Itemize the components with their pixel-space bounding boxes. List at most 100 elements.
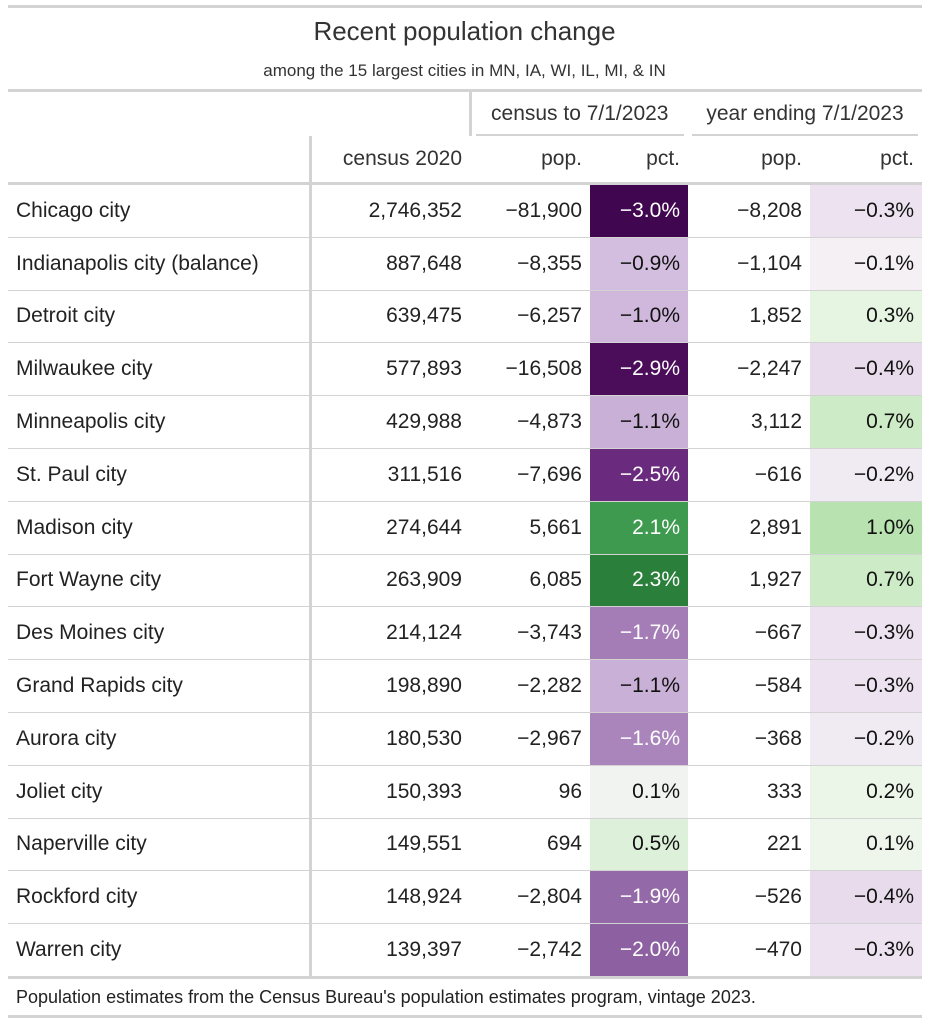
table-row: Chicago city 2,746,352 −81,900 −3.0% −8,208−… <box>8 183 923 238</box>
cell: 263,909 <box>310 553 470 607</box>
cell: −0.9% <box>590 236 688 291</box>
cell: −4,873 <box>470 395 590 449</box>
cell: −3,743 <box>470 606 590 660</box>
city-name: Fort Wayne city <box>8 553 312 607</box>
cell: 0.7% <box>810 553 923 607</box>
cell: 0.7% <box>810 395 923 449</box>
cell: 274,644 <box>310 500 470 555</box>
cell: −470 <box>688 923 810 978</box>
cell: −1.6% <box>590 711 688 766</box>
cell: −616 <box>688 447 810 502</box>
cell: −81,900 <box>470 183 590 238</box>
table-row: Des Moines city 214,124 −3,743 −1.7% −667 −0.… <box>8 606 923 660</box>
cell: 3,112 <box>688 395 810 449</box>
cell: 6,085 <box>470 553 590 607</box>
cell: 0.5% <box>590 817 688 871</box>
cell: −8,355 <box>470 236 590 291</box>
table-row: Minneapolis city 429,988 −4,873 −1.1% 3,112 0… <box>8 395 923 449</box>
city-name: Joliet city <box>8 764 312 819</box>
column-header-row: census 2020 pop. pct. pop. pct. <box>8 136 923 185</box>
cell: −2,282 <box>470 659 590 713</box>
spanner-label: year ending 7/1/2023 <box>692 102 919 136</box>
cell: 1.0% <box>810 500 923 555</box>
spanner-row: census to 7/1/2023 year ending 7/1/2023 <box>8 90 922 136</box>
table-row: St. Paul city 311,516 −7,696 −2.5% −616 −0.2% <box>8 447 923 502</box>
cell: 180,530 <box>310 711 470 766</box>
spanner-label: census to 7/1/2023 <box>475 102 684 136</box>
table-row: Indianapolis city (balance) 887,648 −8,355… <box>8 236 923 291</box>
cell: 887,648 <box>310 236 470 291</box>
table: census to 7/1/2023 year ending 7/1/2023 ce… <box>8 89 923 979</box>
cell: −1.9% <box>590 870 688 924</box>
cell: 577,893 <box>310 342 470 396</box>
cell: 694 <box>470 817 590 871</box>
cell: 0.3% <box>810 289 923 343</box>
column-header: pct. <box>590 136 688 185</box>
cell: 639,475 <box>310 289 470 343</box>
cell: −0.4% <box>810 870 923 924</box>
cell: −6,257 <box>470 289 590 343</box>
cell: −0.4% <box>810 342 923 396</box>
cell: −2,804 <box>470 870 590 924</box>
cell: 5,661 <box>470 500 590 555</box>
cell: −2,742 <box>470 923 590 978</box>
cell: 1,852 <box>688 289 810 343</box>
city-name: Des Moines city <box>8 606 312 660</box>
city-name: Grand Rapids city <box>8 659 312 713</box>
city-name: Naperville city <box>8 817 312 871</box>
city-name: Indianapolis city (balance) <box>8 236 312 291</box>
cell: 0.2% <box>810 764 923 819</box>
column-header: pct. <box>810 136 923 185</box>
table-row: Milwaukee city 577,893 −16,508 −2.9% −2,247−… <box>8 342 923 396</box>
cell: 150,393 <box>310 764 470 819</box>
cell: −0.3% <box>810 923 923 978</box>
cell: 1,927 <box>688 553 810 607</box>
empty-header <box>8 136 312 185</box>
cell: 214,124 <box>310 606 470 660</box>
cell: −16,508 <box>470 342 590 396</box>
cell: −2.9% <box>590 342 688 396</box>
title: Recent population change <box>313 16 616 46</box>
cell: −1.1% <box>590 395 688 449</box>
table-row: Fort Wayne city 263,909 6,085 2.3% 1,927 0.7% <box>8 553 923 607</box>
cell: −584 <box>688 659 810 713</box>
cell: 311,516 <box>310 447 470 502</box>
cell: −0.1% <box>810 236 923 291</box>
cell: 333 <box>688 764 810 819</box>
cell: −0.2% <box>810 447 923 502</box>
cell: 2,746,352 <box>310 183 470 238</box>
table-row: Naperville city 149,551 694 0.5% 221 0.1% <box>8 817 923 871</box>
cell: −1.7% <box>590 606 688 660</box>
table-row: Warren city 139,397 −2,742 −2.0% −470 −0.3% <box>8 923 923 978</box>
cell: 139,397 <box>310 923 470 978</box>
cell: 0.1% <box>810 817 923 871</box>
table-row: Rockford city 148,924 −2,804 −1.9% −526 −0.4% <box>8 870 923 924</box>
cell: 429,988 <box>310 395 470 449</box>
cell: 2,891 <box>688 500 810 555</box>
column-header: census 2020 <box>310 136 470 185</box>
cell: −2.0% <box>590 923 688 978</box>
city-name: Rockford city <box>8 870 312 924</box>
spanner-cell: census to 7/1/2023 <box>470 91 688 136</box>
cell: 221 <box>688 817 810 871</box>
cell: −2,247 <box>688 342 810 396</box>
table-row: Aurora city 180,530 −2,967 −1.6% −368 −0.2% <box>8 711 923 766</box>
cell: −1.0% <box>590 289 688 343</box>
cell: −0.3% <box>810 606 923 660</box>
cell: −0.2% <box>810 711 923 766</box>
cell: −2,967 <box>470 711 590 766</box>
city-name: Madison city <box>8 500 312 555</box>
cell: −526 <box>688 870 810 924</box>
cell: −3.0% <box>590 183 688 238</box>
cell: −7,696 <box>470 447 590 502</box>
cell: 2.1% <box>590 500 688 555</box>
column-header: pop. <box>688 136 810 185</box>
city-name: St. Paul city <box>8 447 312 502</box>
cell: −368 <box>688 711 810 766</box>
cell: 2.3% <box>590 553 688 607</box>
top-rule <box>8 5 922 8</box>
cell: −667 <box>688 606 810 660</box>
table-row: Grand Rapids city 198,890 −2,282 −1.1% −584−… <box>8 659 923 713</box>
cell: −8,208 <box>688 183 810 238</box>
